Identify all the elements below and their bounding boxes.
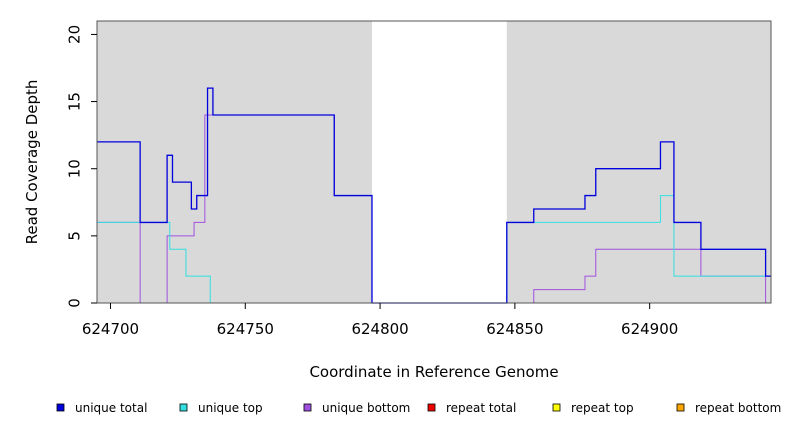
legend-swatch-repeat-total [427,403,436,412]
legend-label-repeat-bottom: repeat bottom [695,401,781,415]
x-tick-label-3: 624850 [486,320,543,338]
x-tick-label-2: 624800 [351,320,408,338]
y-tick-label-0: 0 [66,298,84,308]
x-tick-label-4: 624900 [621,320,678,338]
x-axis: 624700 624750 624800 624850 624900 [82,303,678,338]
y-tick-label-3: 15 [66,92,84,111]
legend-label-unique-total: unique total [75,401,147,415]
y-axis-title: Read Coverage Depth [23,80,41,245]
legend-swatch-unique-top [179,403,188,412]
legend-swatch-repeat-bottom [676,403,685,412]
x-tick-label-1: 624750 [217,320,274,338]
legend: unique total unique top unique bottom repea… [56,401,781,415]
legend-label-unique-top: unique top [198,401,263,415]
shaded-region-1 [506,21,771,303]
y-tick-label-1: 5 [66,231,84,241]
y-tick-label-2: 10 [66,159,84,178]
legend-swatch-unique-total [56,403,65,412]
y-tick-label-4: 20 [66,25,84,44]
legend-label-repeat-total: repeat total [446,401,516,415]
legend-label-unique-bottom: unique bottom [322,401,410,415]
shaded-region-0 [97,21,372,303]
x-axis-title: Coordinate in Reference Genome [309,363,558,381]
legend-swatch-repeat-top [552,403,561,412]
legend-swatch-unique-bottom [303,403,312,412]
legend-label-repeat-top: repeat top [571,401,634,415]
y-axis: 0 5 10 15 20 [66,25,97,308]
plot-frame [96,20,772,304]
shaded-regions [97,21,771,303]
series-unique-total [97,87,771,304]
x-tick-label-0: 624700 [82,320,139,338]
